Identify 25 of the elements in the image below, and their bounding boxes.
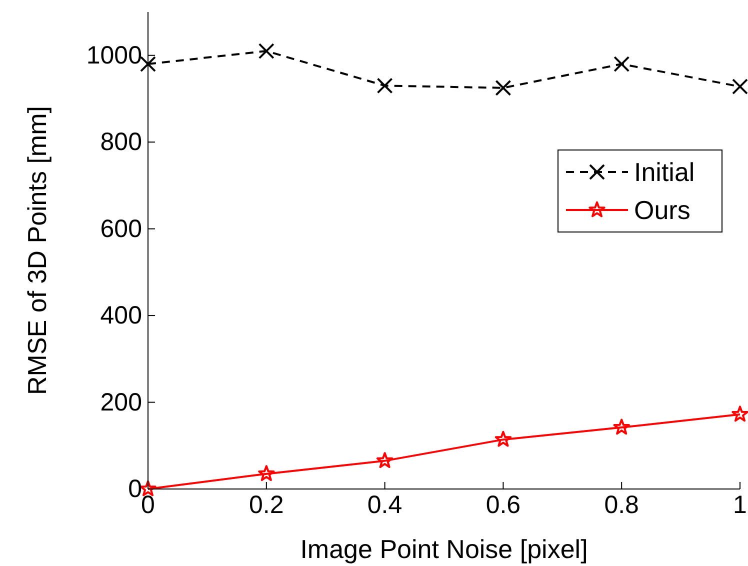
point bbox=[732, 406, 748, 422]
point bbox=[258, 465, 275, 482]
point bbox=[614, 56, 630, 72]
point bbox=[613, 418, 630, 435]
x-tick-label: 0.8 bbox=[604, 491, 639, 519]
point bbox=[495, 80, 512, 96]
point bbox=[376, 452, 394, 468]
y-tick-label: 400 bbox=[100, 302, 142, 330]
y-tick-label: 1000 bbox=[86, 41, 142, 70]
x-tick-label: 0.6 bbox=[486, 491, 521, 519]
y-axis-title: RMSE of 3D Points [mm] bbox=[22, 106, 52, 395]
point bbox=[140, 56, 156, 72]
y-tick-label: 800 bbox=[100, 128, 142, 156]
x-tick-label: 1 bbox=[733, 491, 747, 519]
point bbox=[732, 78, 748, 95]
legend-label: Initial bbox=[634, 157, 695, 187]
y-tick-label: 600 bbox=[100, 214, 142, 243]
y-tick-label: 200 bbox=[100, 388, 142, 416]
x-tick-label: 0.4 bbox=[367, 491, 402, 519]
x-tick-label: 0.2 bbox=[249, 491, 284, 519]
point bbox=[494, 430, 512, 447]
x-axis-title: Image Point Noise [pixel] bbox=[300, 534, 588, 564]
point bbox=[258, 43, 274, 60]
point bbox=[376, 78, 393, 94]
legend-label: Ours bbox=[634, 195, 690, 225]
